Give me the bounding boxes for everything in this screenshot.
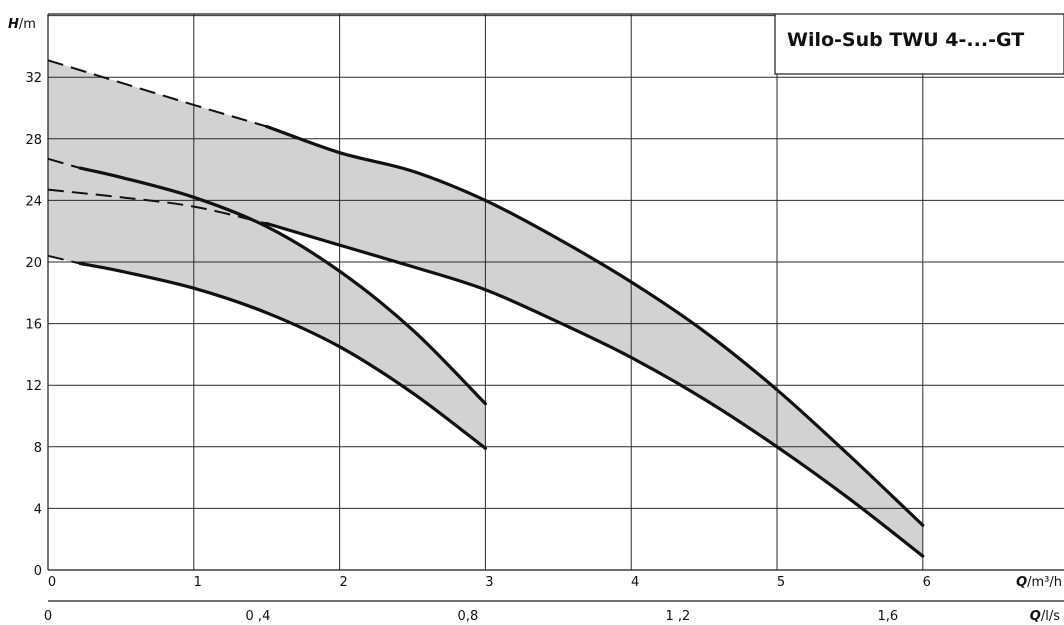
curve-large-upper-dashed bbox=[47, 59, 267, 128]
x-tick-label: 1 bbox=[194, 575, 202, 590]
y-axis-label: H/m bbox=[8, 17, 36, 32]
x-tick-label: 4 bbox=[631, 575, 639, 590]
title-box: Wilo-Sub TWU 4-...-GT bbox=[774, 13, 1064, 75]
curve-small-upper bbox=[78, 166, 487, 406]
y-tick-label: 12 bbox=[25, 379, 42, 394]
y-tick-label: 4 bbox=[34, 502, 42, 517]
x-tick-label: 3 bbox=[485, 575, 493, 590]
curve-small-lower-dashed bbox=[47, 254, 81, 265]
y-axis-symbol: H bbox=[8, 17, 19, 32]
x-tick-label: 2 bbox=[339, 575, 347, 590]
x-tick-label: 0 bbox=[48, 575, 56, 590]
x-tick-label: 6 bbox=[923, 575, 931, 590]
x-axis-label-m3h: Q/m³/h bbox=[1016, 575, 1062, 590]
x2-axis-symbol: Q bbox=[1030, 609, 1041, 624]
x-axis-symbol: Q bbox=[1016, 575, 1027, 590]
x-tick-label: 5 bbox=[777, 575, 785, 590]
band-large bbox=[48, 60, 923, 557]
x2-tick-label: 1 ,2 bbox=[665, 609, 690, 624]
curve-small-lower bbox=[78, 261, 487, 450]
curve-large-upper bbox=[265, 124, 925, 527]
band-small bbox=[48, 158, 486, 449]
y-tick-label: 28 bbox=[25, 133, 42, 148]
y-tick-label: 0 bbox=[34, 564, 42, 579]
y-tick-label: 24 bbox=[25, 194, 42, 209]
x2-axis-unit: /l/s bbox=[1041, 609, 1060, 624]
x2-tick-label: 0 bbox=[44, 609, 52, 624]
chart-title: Wilo-Sub TWU 4-...-GT bbox=[787, 29, 1024, 51]
y-tick-label: 20 bbox=[25, 256, 42, 271]
curve-large-lower-dashed bbox=[47, 188, 267, 225]
x2-tick-label: 0 ,4 bbox=[246, 609, 271, 624]
x2-tick-label: 1,6 bbox=[877, 609, 898, 624]
shaded-bands bbox=[48, 60, 923, 557]
curve-small-upper-dashed bbox=[47, 157, 81, 170]
y-tick-label: 16 bbox=[25, 318, 42, 333]
curve-large-lower bbox=[265, 221, 925, 558]
x2-tick-label: 0,8 bbox=[458, 609, 479, 624]
x2-axis-label-ls: Q/l/s bbox=[1030, 609, 1060, 624]
y-tick-label: 32 bbox=[25, 71, 42, 86]
y-axis-unit: /m bbox=[19, 17, 36, 32]
grid-lines bbox=[47, 13, 1064, 571]
y-tick-label: 8 bbox=[34, 441, 42, 456]
performance-curves bbox=[47, 59, 925, 558]
x-axis-unit: /m³/h bbox=[1027, 575, 1062, 590]
